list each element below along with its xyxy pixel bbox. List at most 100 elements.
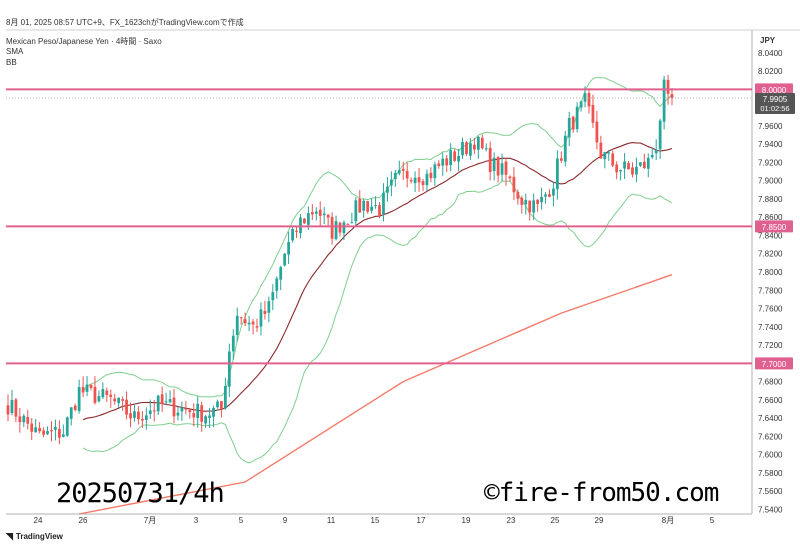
candle[interactable] — [133, 405, 136, 422]
candle[interactable] — [57, 420, 61, 445]
time-axis[interactable]: 24 26 7月 3 5 9 11 15 17 19 23 25 29 8月 5 — [34, 516, 715, 525]
tradingview-logo[interactable]: ◥ TradingView — [6, 531, 63, 542]
candle[interactable] — [358, 190, 362, 213]
candle[interactable] — [223, 377, 227, 410]
candle[interactable] — [259, 302, 263, 336]
candle[interactable] — [188, 407, 192, 419]
candle[interactable] — [476, 135, 480, 159]
candle[interactable] — [38, 422, 42, 434]
candle[interactable] — [69, 407, 73, 426]
candle[interactable] — [638, 162, 642, 168]
candle[interactable] — [405, 162, 409, 188]
level-label[interactable]: 7.7000 — [762, 360, 787, 369]
candle[interactable] — [397, 160, 401, 176]
candle[interactable] — [401, 161, 405, 180]
candle[interactable] — [449, 143, 453, 172]
candle[interactable] — [180, 401, 184, 421]
candle[interactable] — [496, 155, 500, 183]
candle[interactable] — [559, 151, 563, 163]
candle[interactable] — [14, 397, 18, 423]
candle[interactable] — [528, 200, 532, 221]
candle[interactable] — [287, 231, 291, 265]
candle[interactable] — [465, 140, 468, 156]
candle[interactable] — [548, 189, 551, 198]
price-axis[interactable]: 8.0000 7.8500 7.7000 8.0400 8.0200 7.9600 7.94… — [755, 49, 795, 515]
candle[interactable] — [378, 201, 381, 219]
candle[interactable] — [563, 130, 567, 167]
candle[interactable] — [144, 407, 148, 430]
candle[interactable] — [579, 100, 583, 112]
candle[interactable] — [129, 402, 132, 428]
candle[interactable] — [575, 102, 579, 133]
candle[interactable] — [504, 158, 508, 186]
candle[interactable] — [77, 379, 81, 414]
candle[interactable] — [318, 201, 322, 227]
candle[interactable] — [283, 253, 287, 267]
candle[interactable] — [42, 427, 45, 438]
candle[interactable] — [172, 388, 176, 424]
candle[interactable] — [670, 88, 674, 106]
candle[interactable] — [552, 181, 555, 207]
candle[interactable] — [619, 169, 623, 181]
candle[interactable] — [22, 413, 26, 428]
level-label[interactable]: 8.0000 — [762, 86, 787, 95]
candle[interactable] — [413, 171, 417, 193]
candle[interactable] — [303, 217, 306, 224]
candle[interactable] — [46, 426, 49, 435]
candle[interactable] — [216, 399, 219, 409]
candle[interactable] — [603, 151, 607, 169]
candle[interactable] — [192, 403, 196, 427]
candle[interactable] — [524, 193, 528, 215]
candle[interactable] — [65, 416, 69, 437]
indicator-sma-legend[interactable]: SMA — [6, 47, 24, 56]
candle[interactable] — [267, 296, 271, 323]
candle[interactable] — [176, 406, 180, 421]
chart-plot[interactable] — [6, 74, 674, 515]
candle[interactable] — [607, 149, 611, 161]
candle[interactable] — [362, 198, 366, 218]
candle[interactable] — [113, 393, 117, 405]
candle[interactable] — [235, 307, 239, 342]
candle[interactable] — [208, 407, 211, 428]
candle[interactable] — [599, 135, 603, 159]
candle[interactable] — [615, 161, 619, 180]
candle[interactable] — [295, 225, 298, 238]
candle[interactable] — [279, 265, 283, 291]
symbol-legend[interactable]: Mexican Peso/Japanese Yen · 4時間 · Saxo — [6, 37, 162, 46]
candle[interactable] — [93, 376, 97, 405]
candle[interactable] — [536, 199, 540, 212]
candle[interactable] — [484, 143, 488, 152]
candle[interactable] — [251, 318, 255, 335]
candle[interactable] — [417, 167, 421, 192]
candle[interactable] — [263, 300, 267, 320]
candle[interactable] — [117, 397, 121, 408]
candle[interactable] — [480, 134, 484, 150]
candle[interactable] — [567, 111, 571, 147]
candle[interactable] — [247, 315, 251, 332]
candle[interactable] — [662, 75, 666, 130]
candle[interactable] — [520, 195, 524, 214]
candle[interactable] — [148, 399, 152, 419]
candle[interactable] — [152, 399, 156, 422]
candle[interactable] — [271, 284, 275, 311]
candle[interactable] — [105, 387, 109, 403]
candle[interactable] — [488, 141, 492, 181]
candle[interactable] — [156, 394, 160, 416]
candle[interactable] — [243, 312, 247, 327]
candle[interactable] — [389, 171, 393, 197]
candle[interactable] — [544, 192, 547, 204]
candle[interactable] — [196, 396, 200, 428]
candle[interactable] — [555, 150, 559, 200]
candle[interactable] — [492, 152, 496, 181]
candle[interactable] — [429, 167, 433, 183]
candle[interactable] — [425, 169, 429, 192]
candle[interactable] — [346, 223, 350, 225]
candle[interactable] — [393, 169, 397, 187]
candle[interactable] — [168, 390, 172, 404]
candle[interactable] — [658, 118, 662, 160]
candle[interactable] — [239, 316, 243, 325]
candle[interactable] — [461, 137, 464, 160]
candle[interactable] — [571, 115, 575, 133]
candle[interactable] — [623, 153, 626, 179]
candle[interactable] — [85, 376, 89, 397]
